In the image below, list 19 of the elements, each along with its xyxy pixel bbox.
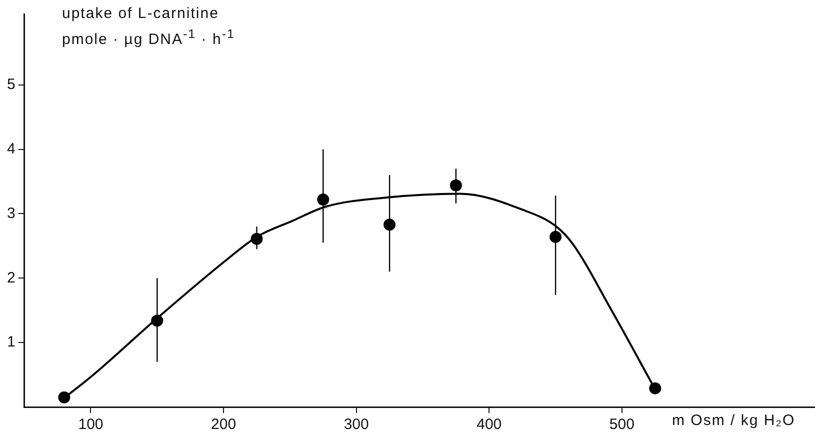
x-axis-title: m Osm / kg H₂O xyxy=(672,412,796,429)
point xyxy=(649,382,662,394)
y-tick-label: 1 xyxy=(7,334,16,351)
x-tick-label: 300 xyxy=(344,416,369,434)
y-tick-label: 5 xyxy=(7,76,16,94)
y-tick-label: 4 xyxy=(7,140,16,158)
point xyxy=(550,230,562,243)
x-tick-label: 500 xyxy=(609,416,634,434)
point xyxy=(58,391,70,404)
point xyxy=(151,314,164,327)
x-tick-label: 400 xyxy=(476,416,502,434)
point xyxy=(317,194,330,206)
x-tick-label: 100 xyxy=(78,416,104,434)
point xyxy=(384,218,396,231)
y-axis-title: uptake of L-carnitine pmole · µg DNA$^{-1}$ · h$^{-1}$ xyxy=(62,4,235,50)
point xyxy=(450,179,462,192)
y-tick-label: 3 xyxy=(7,204,16,222)
x-tick-label: 200 xyxy=(211,416,236,434)
y-tick-label: 2 xyxy=(7,269,16,286)
